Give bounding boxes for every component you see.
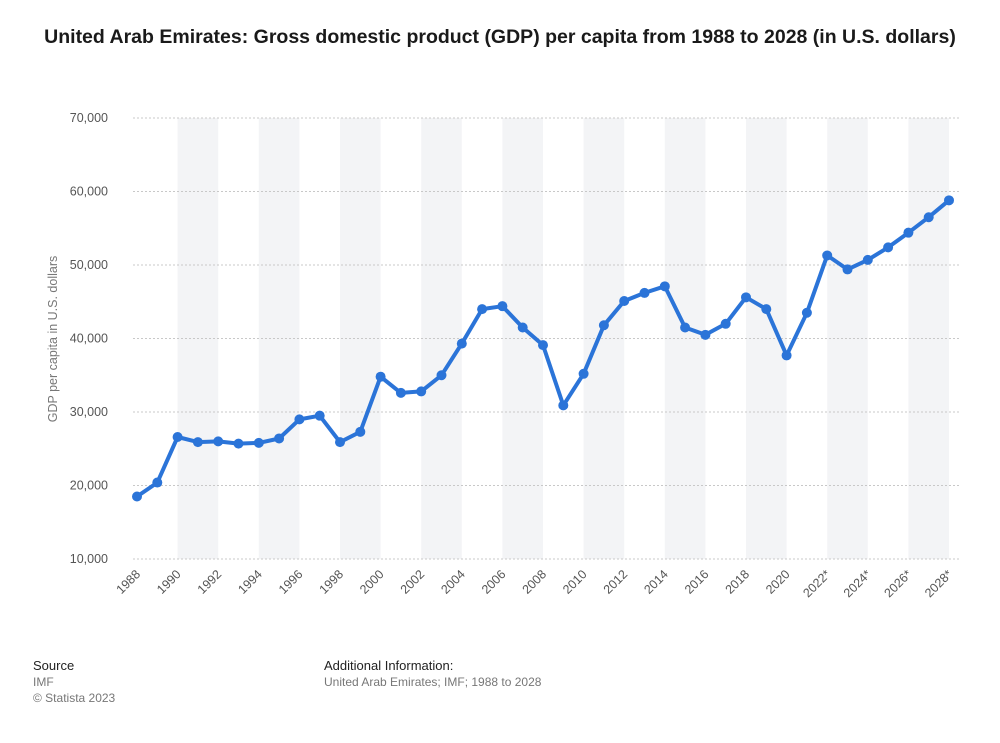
data-point (822, 250, 833, 261)
data-point (680, 322, 691, 333)
data-point (741, 292, 751, 303)
y-tick-label: 50,000 (70, 258, 108, 272)
data-point (781, 350, 792, 361)
data-point (395, 387, 406, 398)
info-text: United Arab Emirates; IMF; 1988 to 2028 (324, 675, 542, 689)
data-point (274, 433, 285, 444)
data-point (538, 340, 548, 351)
data-point (842, 264, 853, 275)
data-point (558, 400, 569, 411)
data-point (720, 318, 731, 329)
source-heading: Source (33, 658, 75, 673)
x-tick-label: 2016 (682, 567, 712, 597)
data-point (314, 410, 325, 421)
x-tick-label: 1992 (195, 567, 225, 597)
x-tick-label: 1994 (235, 567, 265, 597)
data-point (700, 329, 711, 340)
data-point (375, 371, 386, 382)
data-point (761, 304, 772, 315)
data-point (862, 254, 873, 265)
y-tick-label: 70,000 (70, 111, 108, 125)
x-tick-label: 2000 (357, 567, 387, 597)
x-tick-label: 2024* (841, 567, 874, 600)
data-point (923, 212, 934, 223)
data-point (578, 368, 589, 379)
data-point (619, 296, 630, 307)
data-point (477, 304, 488, 315)
x-tick-label: 2006 (479, 567, 509, 597)
y-tick-label: 10,000 (70, 552, 108, 566)
x-tick-label: 2028* (922, 567, 955, 600)
data-point (416, 386, 427, 397)
x-tick-label: 1998 (317, 567, 347, 597)
data-point (456, 338, 467, 349)
data-point (436, 370, 447, 381)
y-axis-ticks: 10,000 20,000 30,000 40,000 50,000 60,000 70,0… (70, 111, 108, 566)
y-tick-label: 40,000 (70, 332, 108, 346)
x-tick-label: 1996 (276, 567, 306, 597)
data-point (355, 426, 366, 437)
data-point (233, 438, 244, 449)
data-point (172, 431, 183, 442)
data-point (294, 414, 305, 425)
x-tick-label: 2002 (398, 567, 428, 597)
data-point (944, 195, 954, 206)
y-tick-label: 30,000 (70, 405, 108, 419)
additional-info-block: Additional Information: United Arab Emir… (324, 658, 541, 690)
data-point (903, 227, 914, 238)
info-heading: Additional Information: (324, 658, 454, 673)
y-axis-label: GDP per capita in U.S. dollars (46, 256, 60, 423)
series-layer (132, 195, 954, 502)
x-tick-label: 2012 (601, 567, 631, 597)
data-point (801, 307, 812, 318)
x-tick-label: 2014 (641, 567, 671, 597)
y-tick-label: 60,000 (70, 185, 108, 199)
x-tick-label: 2020 (763, 567, 793, 597)
chart-title: United Arab Emirates: Gross domestic pro… (44, 26, 956, 48)
x-tick-label: 2018 (723, 567, 753, 597)
x-tick-label: 1990 (154, 567, 184, 597)
x-tick-label: 1988 (114, 567, 144, 597)
x-tick-label: 2008 (520, 567, 550, 597)
source-name: IMF (33, 675, 54, 689)
data-point (253, 437, 264, 448)
x-tick-label: 2004 (438, 567, 468, 597)
x-axis-ticks: 1988 1990 1992 1994 1996 1998 2000 2002 2004 2006… (114, 567, 956, 600)
x-tick-label: 2026* (882, 567, 915, 600)
data-point (335, 437, 345, 448)
data-point (192, 437, 203, 448)
data-point (639, 287, 650, 298)
data-point (497, 301, 508, 312)
source-block: Source IMF © Statista 2023 (33, 658, 115, 706)
y-tick-label: 20,000 (70, 479, 108, 493)
x-tick-label: 2022* (800, 567, 833, 600)
data-point (883, 242, 894, 253)
copyright: © Statista 2023 (33, 691, 116, 705)
data-point (132, 491, 142, 502)
data-point (598, 320, 609, 331)
data-point (213, 436, 224, 447)
data-point (152, 477, 163, 488)
data-point (659, 281, 670, 292)
data-point (517, 322, 528, 333)
x-tick-label: 2010 (560, 567, 590, 597)
